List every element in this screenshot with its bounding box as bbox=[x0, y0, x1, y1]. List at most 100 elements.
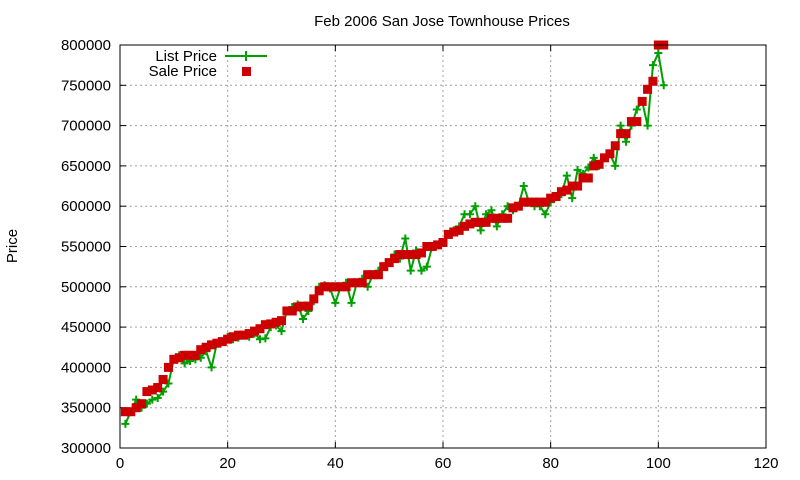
sale-price-point bbox=[126, 407, 136, 417]
list-price-point bbox=[622, 137, 631, 146]
list-price-point bbox=[589, 153, 598, 162]
x-tick-label: 100 bbox=[646, 455, 671, 472]
sale-price-point bbox=[357, 278, 367, 288]
list-price-point bbox=[401, 234, 410, 243]
sale-price-point bbox=[540, 197, 550, 207]
x-tick-label: 40 bbox=[327, 455, 344, 472]
sale-price-point bbox=[422, 242, 432, 251]
legend-label-sale-price: Sale Price bbox=[149, 63, 217, 80]
sale-price-point bbox=[486, 213, 496, 223]
sale-price-point bbox=[196, 345, 206, 355]
sale-price-point bbox=[217, 337, 227, 347]
sale-price-point bbox=[621, 129, 631, 139]
sale-price-point bbox=[169, 354, 179, 364]
sale-price-point bbox=[492, 213, 502, 223]
sale-price-point bbox=[163, 362, 173, 372]
sale-price-point bbox=[449, 227, 459, 237]
x-tick-label: 0 bbox=[116, 455, 124, 472]
sale-price-point bbox=[454, 225, 464, 235]
list-price-point bbox=[659, 81, 668, 90]
sale-price-point bbox=[373, 270, 383, 280]
sale-price-point bbox=[239, 330, 249, 340]
sale-price-point bbox=[250, 326, 260, 336]
list-price-point bbox=[406, 266, 415, 275]
sale-price-point bbox=[320, 282, 330, 292]
y-tick-label: 600000 bbox=[61, 198, 111, 215]
sale-price-point bbox=[610, 141, 620, 151]
x-tick-label: 20 bbox=[219, 455, 236, 472]
sale-price-point bbox=[185, 350, 195, 360]
sale-price-point bbox=[314, 286, 324, 296]
y-axis-title: Price bbox=[4, 229, 21, 263]
list-price-point bbox=[648, 61, 657, 70]
sale-price-point bbox=[147, 385, 157, 395]
sale-price-point bbox=[605, 149, 615, 159]
y-tick-label: 650000 bbox=[61, 158, 111, 175]
sale-price-point bbox=[180, 350, 190, 360]
list-price-point bbox=[562, 171, 571, 180]
series-sale-price bbox=[120, 40, 669, 417]
sale-price-point bbox=[244, 329, 254, 339]
sale-price-point bbox=[131, 403, 141, 413]
y-tick-label: 800000 bbox=[61, 37, 111, 54]
legend-marker-list-price bbox=[241, 51, 251, 61]
sale-price-point bbox=[298, 301, 308, 311]
list-price-point bbox=[299, 315, 308, 324]
list-price-point bbox=[207, 363, 216, 372]
sale-price-point bbox=[551, 192, 561, 202]
x-tick-label: 60 bbox=[435, 455, 452, 472]
y-tick-label: 300000 bbox=[61, 440, 111, 457]
list-price-point bbox=[331, 298, 340, 307]
sale-price-point bbox=[465, 219, 475, 229]
chart-title: Feb 2006 San Jose Townhouse Prices bbox=[314, 13, 570, 30]
list-price-point bbox=[643, 121, 652, 130]
list-price-point bbox=[568, 194, 577, 203]
y-tick-label: 350000 bbox=[61, 400, 111, 417]
sale-price-point bbox=[443, 229, 453, 239]
sale-price-point bbox=[201, 342, 211, 352]
sale-price-point bbox=[341, 282, 351, 292]
sale-price-point bbox=[282, 306, 292, 316]
sale-price-point bbox=[212, 338, 222, 348]
sale-price-point bbox=[363, 270, 373, 280]
sale-price-point bbox=[174, 353, 184, 363]
sale-price-point bbox=[330, 282, 340, 292]
list-price-point bbox=[153, 394, 162, 403]
sale-price-point bbox=[632, 117, 642, 127]
x-tick-label: 120 bbox=[753, 455, 778, 472]
sale-price-point bbox=[519, 197, 529, 207]
sale-price-point bbox=[562, 185, 572, 195]
list-price-point bbox=[465, 210, 474, 219]
y-tick-label: 450000 bbox=[61, 319, 111, 336]
list-price-point bbox=[492, 222, 501, 231]
sale-price-point bbox=[303, 301, 313, 311]
sale-price-point bbox=[368, 270, 378, 280]
y-tick-label: 400000 bbox=[61, 359, 111, 376]
sale-price-point bbox=[594, 159, 604, 169]
sale-price-point bbox=[379, 262, 389, 272]
sale-price-point bbox=[287, 306, 297, 316]
list-price-point bbox=[277, 327, 286, 336]
sale-price-point bbox=[395, 250, 405, 260]
sale-price-point bbox=[567, 181, 577, 191]
list-price-point bbox=[180, 359, 189, 368]
y-tick-label: 500000 bbox=[61, 279, 111, 296]
legend-marker-sale-price bbox=[242, 67, 251, 76]
list-price-point bbox=[261, 334, 270, 343]
sale-price-point bbox=[293, 302, 303, 312]
sale-price-point bbox=[589, 161, 599, 171]
sale-price-point bbox=[648, 76, 658, 86]
list-price-point bbox=[632, 105, 641, 114]
sale-price-point bbox=[626, 117, 636, 127]
list-price-point bbox=[487, 206, 496, 215]
list-price-point bbox=[519, 182, 528, 191]
sale-price-point bbox=[309, 294, 319, 304]
sale-price-point bbox=[120, 407, 130, 417]
sale-price-point bbox=[266, 319, 276, 329]
sale-price-point bbox=[497, 213, 507, 223]
sale-price-point bbox=[470, 217, 480, 227]
sale-price-point bbox=[546, 193, 556, 203]
list-price-point bbox=[471, 202, 480, 211]
list-price-point bbox=[347, 298, 356, 307]
